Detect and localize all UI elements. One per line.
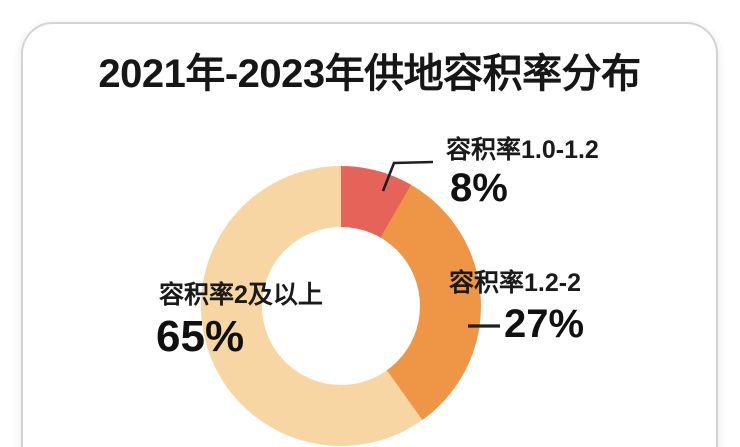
segment-1-value: 8%: [450, 166, 508, 210]
donut-hole: [262, 227, 420, 385]
segment-3-label: 容积率2及以上: [159, 281, 323, 309]
segment-2-label: 容积率1.2-2: [449, 269, 581, 297]
chart-title: 2021年-2023年供地容积率分布: [98, 52, 641, 96]
segment-3-value: 65%: [156, 312, 245, 361]
segment-1-label: 容积率1.0-1.2: [446, 136, 599, 164]
donut-chart: [201, 166, 481, 446]
segment-2-value: 27%: [504, 302, 585, 346]
